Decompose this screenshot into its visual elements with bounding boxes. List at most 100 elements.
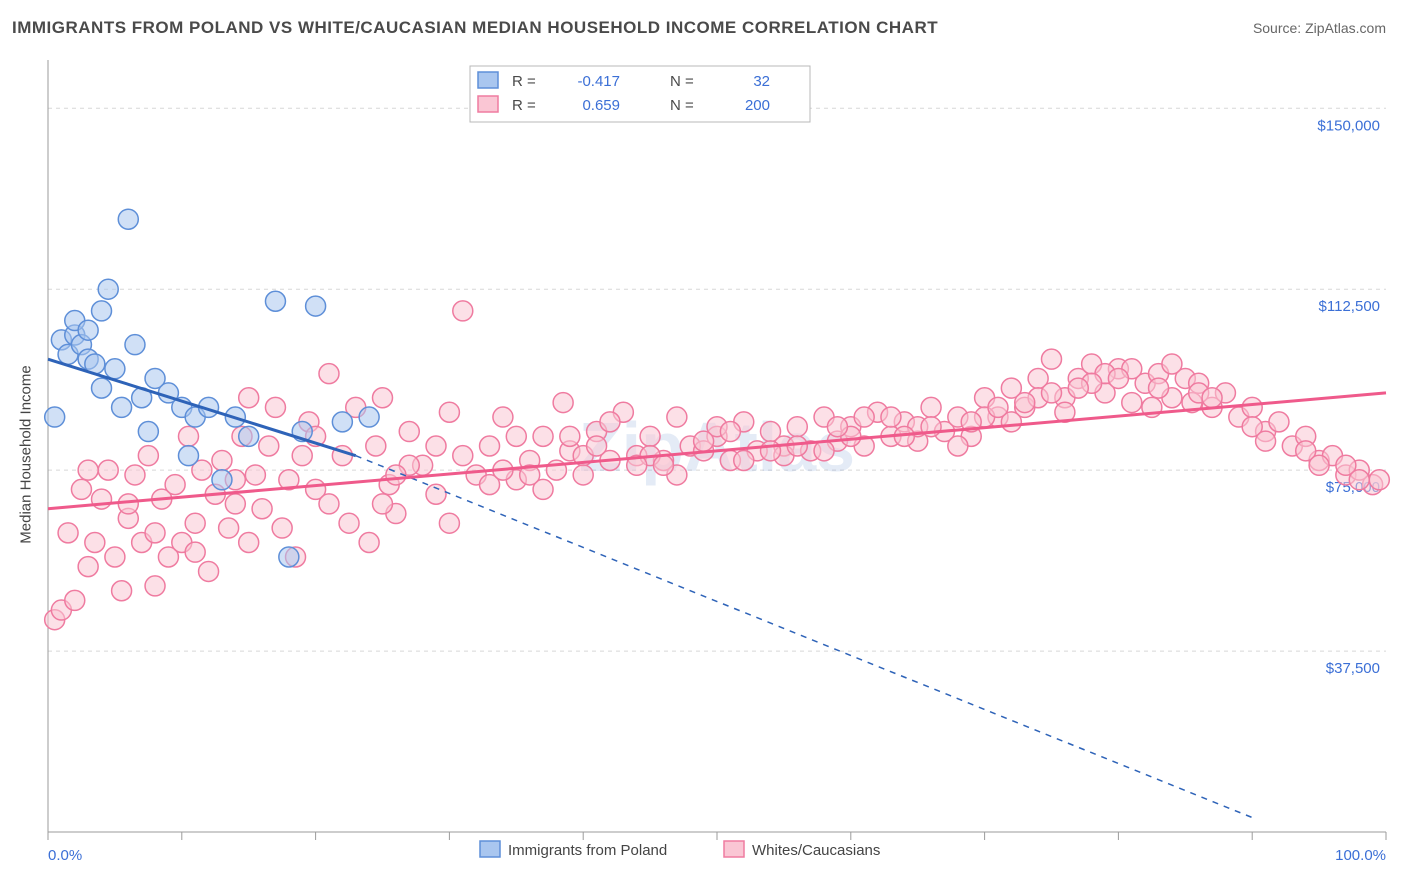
bottom-legend-label: Whites/Caucasians: [752, 842, 880, 859]
data-point-pink: [1309, 455, 1329, 475]
data-point-pink: [359, 533, 379, 553]
data-point-blue: [98, 279, 118, 299]
data-point-pink: [600, 412, 620, 432]
data-point-pink: [112, 581, 132, 601]
legend-r-value: -0.417: [577, 73, 620, 90]
data-point-pink: [1202, 388, 1222, 408]
legend-r-value: 0.659: [582, 97, 620, 114]
data-point-pink: [1149, 378, 1169, 398]
data-point-blue: [118, 209, 138, 229]
data-point-pink: [98, 460, 118, 480]
data-point-pink: [65, 590, 85, 610]
x-axis-label: 100.0%: [1335, 847, 1386, 864]
data-point-pink: [787, 436, 807, 456]
data-point-pink: [734, 450, 754, 470]
data-point-pink: [252, 499, 272, 519]
data-point-pink: [78, 557, 98, 577]
data-point-pink: [667, 407, 687, 427]
data-point-blue: [239, 426, 259, 446]
data-point-pink: [1015, 393, 1035, 413]
data-point-pink: [319, 364, 339, 384]
data-point-blue: [92, 301, 112, 321]
data-point-pink: [399, 422, 419, 442]
data-point-pink: [1122, 393, 1142, 413]
data-point-blue: [45, 407, 65, 427]
data-point-blue: [212, 470, 232, 490]
data-point-pink: [239, 388, 259, 408]
data-point-pink: [439, 402, 459, 422]
data-point-pink: [720, 422, 740, 442]
legend-r-label: R =: [512, 97, 536, 114]
data-point-pink: [506, 426, 526, 446]
data-point-pink: [225, 494, 245, 514]
bottom-legend-swatch-pink: [724, 841, 744, 857]
data-point-blue: [359, 407, 379, 427]
y-grid-label: $37,500: [1326, 660, 1380, 677]
data-point-pink: [814, 441, 834, 461]
y-grid-label: $112,500: [1319, 298, 1380, 315]
data-point-pink: [921, 397, 941, 417]
data-point-pink: [1042, 383, 1062, 403]
data-point-pink: [787, 417, 807, 437]
data-point-pink: [85, 533, 105, 553]
data-point-pink: [1256, 431, 1276, 451]
data-point-pink: [480, 436, 500, 456]
data-point-pink: [245, 465, 265, 485]
data-point-pink: [1349, 470, 1369, 490]
data-point-pink: [1068, 378, 1088, 398]
legend-r-label: R =: [512, 73, 536, 90]
data-point-pink: [58, 523, 78, 543]
legend-n-label: N =: [670, 73, 694, 90]
bottom-legend-swatch-blue: [480, 841, 500, 857]
data-point-blue: [125, 335, 145, 355]
data-point-pink: [881, 407, 901, 427]
data-point-pink: [199, 561, 219, 581]
data-point-pink: [854, 407, 874, 427]
data-point-pink: [145, 523, 165, 543]
data-point-pink: [178, 426, 198, 446]
data-point-pink: [71, 479, 91, 499]
data-point-pink: [185, 542, 205, 562]
data-point-blue: [112, 397, 132, 417]
data-point-blue: [92, 378, 112, 398]
trend-line-blue-dashed: [356, 456, 1252, 818]
x-axis-label: 0.0%: [48, 847, 82, 864]
legend-n-value: 200: [745, 97, 770, 114]
data-point-pink: [125, 465, 145, 485]
data-point-pink: [239, 533, 259, 553]
data-point-pink: [219, 518, 239, 538]
data-point-blue: [332, 412, 352, 432]
data-point-pink: [1042, 349, 1062, 369]
data-point-pink: [560, 426, 580, 446]
data-point-pink: [265, 397, 285, 417]
data-point-blue: [78, 320, 98, 340]
data-point-blue: [178, 446, 198, 466]
data-point-pink: [988, 397, 1008, 417]
data-point-pink: [640, 426, 660, 446]
legend-swatch-pink: [478, 96, 498, 112]
data-point-pink: [553, 393, 573, 413]
data-point-blue: [138, 422, 158, 442]
data-point-pink: [1162, 354, 1182, 374]
data-point-pink: [373, 388, 393, 408]
data-point-pink: [587, 436, 607, 456]
data-point-pink: [118, 494, 138, 514]
data-point-pink: [439, 513, 459, 533]
data-point-pink: [259, 436, 279, 456]
data-point-pink: [145, 576, 165, 596]
data-point-pink: [105, 547, 125, 567]
chart-container: IMMIGRANTS FROM POLAND VS WHITE/CAUCASIA…: [0, 0, 1406, 892]
data-point-pink: [653, 455, 673, 475]
data-point-pink: [212, 450, 232, 470]
chart-svg: $37,500$75,000$112,500$150,0000.0%100.0%…: [0, 0, 1406, 892]
data-point-blue: [306, 296, 326, 316]
data-point-pink: [138, 446, 158, 466]
data-point-pink: [319, 494, 339, 514]
y-grid-label: $150,000: [1317, 117, 1380, 134]
data-point-pink: [426, 436, 446, 456]
data-point-pink: [761, 441, 781, 461]
data-point-pink: [292, 446, 312, 466]
data-point-pink: [827, 417, 847, 437]
data-point-blue: [265, 291, 285, 311]
data-point-pink: [573, 465, 593, 485]
